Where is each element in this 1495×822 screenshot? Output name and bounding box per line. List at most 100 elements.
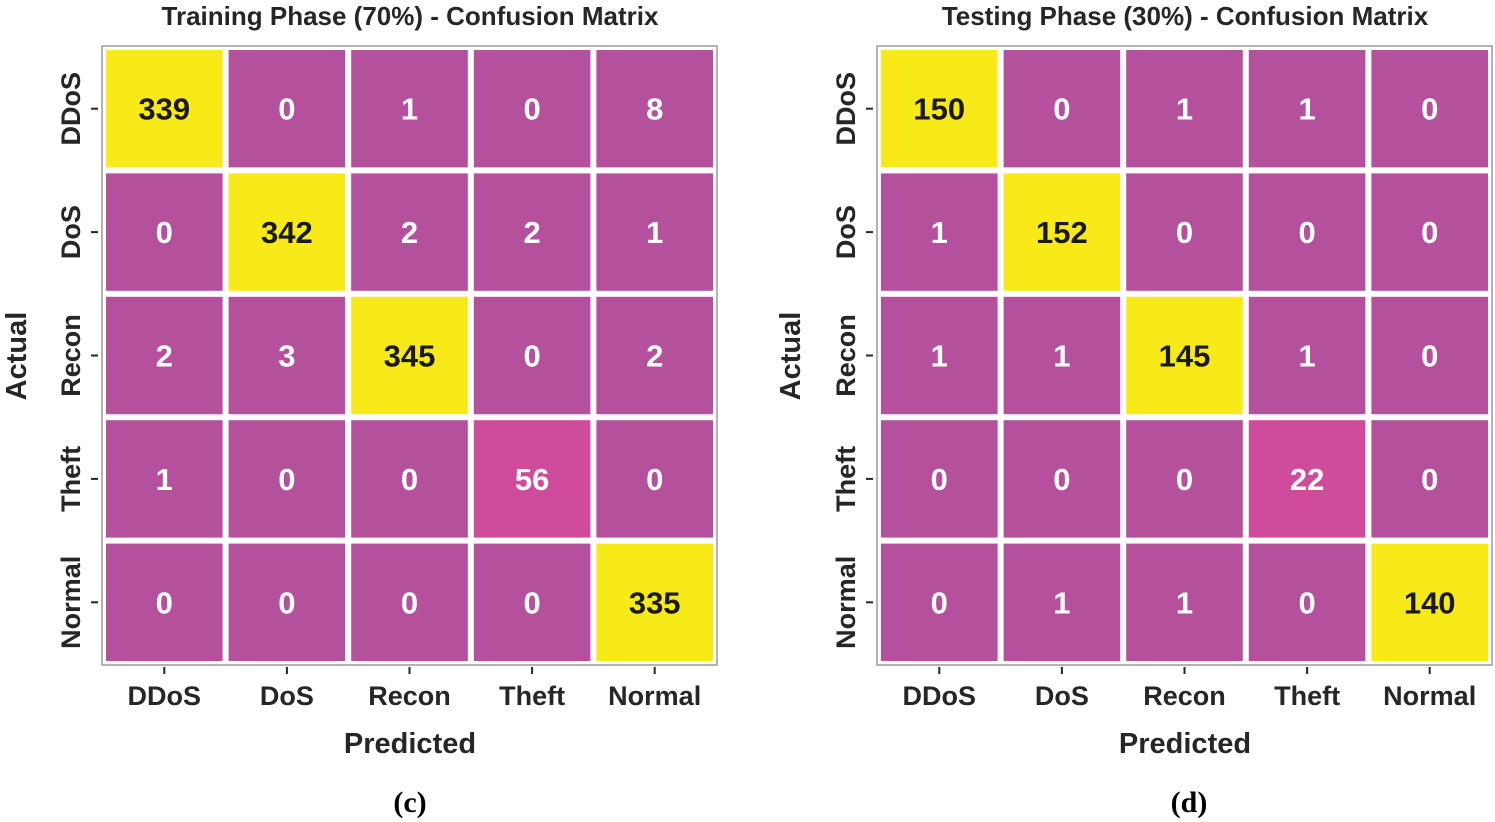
training-cell-value-theft-normal: 0 xyxy=(646,462,663,497)
testing-cell-value-theft-ddos: 0 xyxy=(931,462,948,497)
testing-x-tick-label-dos: DoS xyxy=(1035,681,1089,711)
training-cell-value-recon-ddos: 2 xyxy=(156,339,173,374)
testing-x-axis-label: Predicted xyxy=(1119,728,1251,760)
testing-confusion-matrix-panel: Testing Phase (30%) - Confusion Matrix 1… xyxy=(775,1,1493,819)
training-cell-dos-dos xyxy=(225,170,349,294)
training-cell-ddos-normal xyxy=(593,47,717,171)
testing-cell-value-normal-normal: 140 xyxy=(1404,585,1456,620)
training-cell-value-normal-ddos: 0 xyxy=(156,585,173,620)
testing-matrix-cells: 150 0 1 1 0 1 152 0 0 0 1 1 145 1 0 0 0 0 22 0 0 1 1 0 140 xyxy=(876,45,1493,666)
testing-cell-value-ddos-theft: 1 xyxy=(1298,92,1315,127)
training-cell-value-normal-theft: 0 xyxy=(523,585,540,620)
training-cell-dos-recon xyxy=(348,170,471,294)
testing-cell-theft-normal xyxy=(1368,417,1492,541)
training-cell-ddos-theft xyxy=(470,47,594,171)
testing-cell-value-theft-dos: 0 xyxy=(1053,462,1070,497)
training-cell-theft-theft xyxy=(470,417,594,541)
testing-cell-value-normal-ddos: 0 xyxy=(931,585,948,620)
testing-y-tick-label-ddos: DDoS xyxy=(831,72,861,146)
testing-y-tick-label-normal: Normal xyxy=(831,556,861,649)
testing-cell-value-theft-theft: 22 xyxy=(1290,462,1324,497)
training-x-tick-label-ddos: DDoS xyxy=(128,681,202,711)
training-cell-theft-recon xyxy=(348,417,471,541)
testing-cell-ddos-theft xyxy=(1245,47,1369,171)
training-cell-value-recon-dos: 3 xyxy=(278,339,295,374)
training-cell-value-recon-normal: 2 xyxy=(646,339,663,374)
training-cell-value-normal-normal: 335 xyxy=(629,585,681,620)
testing-cell-value-theft-normal: 0 xyxy=(1421,462,1438,497)
training-cell-recon-normal xyxy=(593,293,717,418)
training-cell-value-dos-ddos: 0 xyxy=(156,215,173,250)
training-cell-normal-normal xyxy=(593,540,717,664)
testing-cell-value-dos-recon: 0 xyxy=(1176,215,1193,250)
training-cell-value-recon-recon: 345 xyxy=(384,339,436,374)
training-cell-value-dos-normal: 1 xyxy=(646,215,663,250)
testing-cell-value-normal-recon: 1 xyxy=(1176,585,1193,620)
testing-matrix-frame xyxy=(876,45,1493,666)
testing-cell-dos-dos xyxy=(1000,170,1124,294)
training-x-tick-labels: DDoS DoS Recon Theft Normal xyxy=(128,667,701,711)
training-cell-ddos-recon xyxy=(348,47,471,171)
testing-cell-value-recon-dos: 1 xyxy=(1053,339,1070,374)
testing-cell-normal-recon xyxy=(1123,540,1246,664)
testing-cell-dos-ddos xyxy=(878,170,1001,294)
training-chart-title: Training Phase (70%) - Confusion Matrix xyxy=(162,1,659,31)
testing-cell-value-dos-normal: 0 xyxy=(1421,215,1438,250)
training-y-tick-label-recon: Recon xyxy=(56,314,86,397)
training-cell-value-dos-dos: 342 xyxy=(261,215,313,250)
testing-cell-value-recon-normal: 0 xyxy=(1421,339,1438,374)
testing-cell-value-dos-theft: 0 xyxy=(1298,215,1315,250)
testing-cell-normal-dos xyxy=(1000,540,1124,664)
testing-cell-value-dos-dos: 152 xyxy=(1036,215,1088,250)
training-cell-normal-dos xyxy=(225,540,349,664)
testing-cell-recon-ddos xyxy=(878,293,1001,418)
testing-cell-normal-ddos xyxy=(878,540,1001,664)
testing-y-axis-label: Actual xyxy=(775,312,807,401)
testing-cell-value-normal-theft: 0 xyxy=(1298,585,1315,620)
testing-x-tick-labels: DDoS DoS Recon Theft Normal xyxy=(903,667,1476,711)
training-cell-value-theft-recon: 0 xyxy=(401,462,418,497)
training-cell-value-normal-dos: 0 xyxy=(278,585,295,620)
testing-x-tick-label-ddos: DDoS xyxy=(903,681,977,711)
testing-cell-value-recon-theft: 1 xyxy=(1298,339,1315,374)
training-cell-ddos-dos xyxy=(225,47,349,171)
training-cell-ddos-ddos xyxy=(103,47,226,171)
testing-cell-value-recon-ddos: 1 xyxy=(931,339,948,374)
testing-cell-ddos-ddos xyxy=(878,47,1001,171)
testing-x-tick-label-recon: Recon xyxy=(1143,681,1226,711)
testing-x-tick-label-theft: Theft xyxy=(1274,681,1340,711)
training-y-tick-label-dos: DoS xyxy=(56,205,86,259)
testing-cell-dos-normal xyxy=(1368,170,1492,294)
testing-cell-dos-recon xyxy=(1123,170,1246,294)
testing-cell-recon-dos xyxy=(1000,293,1124,418)
training-cell-value-ddos-ddos: 339 xyxy=(138,92,190,127)
training-cell-value-normal-recon: 0 xyxy=(401,585,418,620)
training-cell-value-theft-ddos: 1 xyxy=(156,462,173,497)
testing-cell-theft-dos xyxy=(1000,417,1124,541)
testing-cell-recon-normal xyxy=(1368,293,1492,418)
training-cell-dos-ddos xyxy=(103,170,226,294)
training-cell-normal-theft xyxy=(470,540,594,664)
testing-y-tick-label-recon: Recon xyxy=(831,314,861,397)
testing-cell-value-ddos-dos: 0 xyxy=(1053,92,1070,127)
training-cell-recon-recon xyxy=(348,293,471,418)
training-x-tick-label-recon: Recon xyxy=(368,681,451,711)
training-cell-value-ddos-normal: 8 xyxy=(646,92,663,127)
testing-cell-ddos-dos xyxy=(1000,47,1124,171)
testing-cell-recon-recon xyxy=(1123,293,1246,418)
training-x-axis-label: Predicted xyxy=(344,728,476,760)
testing-cell-normal-normal xyxy=(1368,540,1492,664)
testing-cell-theft-theft xyxy=(1245,417,1369,541)
training-y-tick-label-theft: Theft xyxy=(56,446,86,512)
testing-cell-value-ddos-normal: 0 xyxy=(1421,92,1438,127)
training-cell-value-ddos-theft: 0 xyxy=(523,92,540,127)
training-cell-recon-ddos xyxy=(103,293,226,418)
training-y-tick-labels: DDoS DoS Recon Theft Normal xyxy=(56,72,98,649)
testing-y-tick-label-theft: Theft xyxy=(831,446,861,512)
testing-cell-ddos-normal xyxy=(1368,47,1492,171)
training-cell-theft-ddos xyxy=(103,417,226,541)
testing-cell-dos-theft xyxy=(1245,170,1369,294)
testing-chart-title: Testing Phase (30%) - Confusion Matrix xyxy=(942,1,1429,31)
training-cell-dos-theft xyxy=(470,170,594,294)
